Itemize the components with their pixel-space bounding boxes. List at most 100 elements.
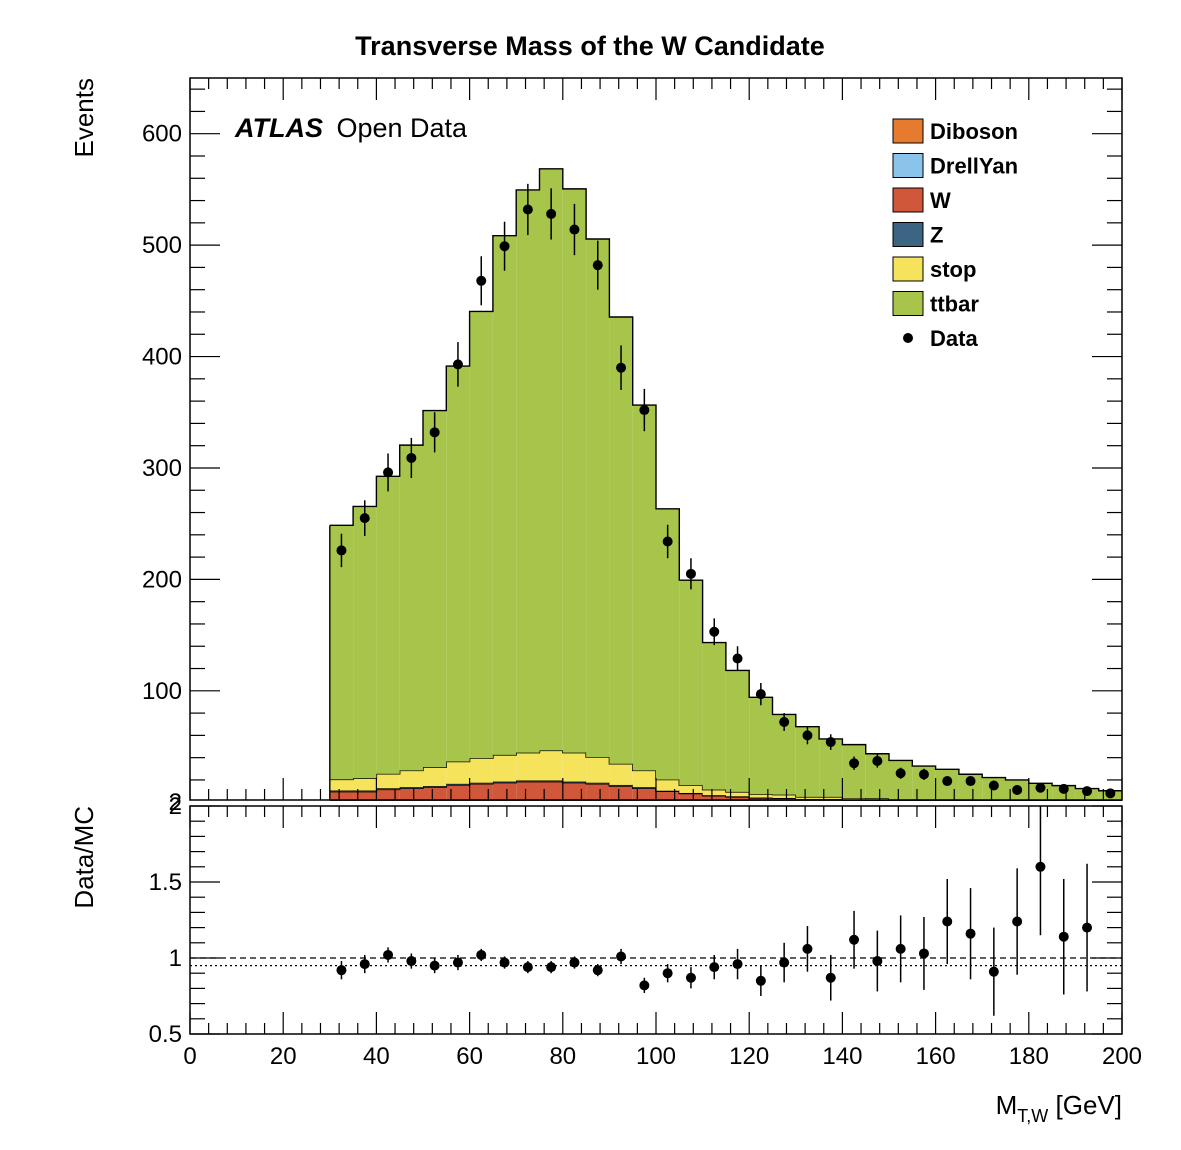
bar-w-19 — [772, 798, 796, 800]
data-point-32 — [1082, 786, 1093, 797]
x-tick-label-60: 60 — [456, 1043, 483, 1070]
ratio-point-19 — [779, 957, 790, 968]
x-tick-label-100: 100 — [636, 1043, 676, 1070]
ratio-point-4 — [429, 960, 440, 971]
legend-label-w: W — [930, 188, 951, 213]
ratio-point-28 — [988, 966, 999, 977]
x-axis-label: MT,W [GeV] — [996, 1090, 1122, 1126]
bar-ttbar-16 — [702, 642, 726, 790]
data-point-33 — [1105, 788, 1116, 799]
ratio-frame — [189, 805, 1123, 1035]
bar-ttbar-8 — [516, 189, 540, 753]
bar-w-0 — [329, 791, 354, 800]
bar-ttbar-10 — [562, 188, 587, 753]
data-point-22 — [849, 758, 860, 769]
bar-ttbar-25 — [912, 766, 936, 800]
bar-ttbar-5 — [446, 366, 470, 762]
bar-stop-9 — [539, 750, 563, 781]
svg-text:ATLAS Open Data: ATLAS Open Data — [234, 113, 468, 143]
bar-stop-12 — [609, 763, 633, 785]
x-tick-label-40: 40 — [363, 1043, 390, 1070]
ratio-point-7 — [499, 957, 510, 968]
main-axes: 100 200 300 400 500 600 2 — [142, 78, 1123, 816]
ratio-point-27 — [965, 928, 976, 939]
x-tick-label-120: 120 — [729, 1043, 769, 1070]
bar-w-17 — [725, 796, 750, 800]
bar-stop-16 — [702, 789, 726, 796]
legend-swatch-ttbar — [892, 291, 924, 316]
data-point-17 — [732, 653, 743, 664]
bar-ttbar-13 — [632, 405, 656, 771]
legend-swatch-diboson — [892, 118, 924, 144]
legend-label-ttbar: ttbar — [930, 292, 979, 317]
main-panel: 100 200 300 400 500 600 2 Events ATLAS Open Da… — [69, 77, 1123, 816]
bar-ttbar-23 — [865, 753, 889, 799]
ratio-point-13 — [639, 980, 650, 991]
data-point-28 — [988, 780, 999, 791]
data-point-14 — [662, 536, 673, 547]
y-tick-label-2: 2 — [169, 789, 182, 816]
x-axis-label-main: M — [996, 1090, 1018, 1120]
bar-w-11 — [586, 783, 610, 800]
legend-swatch-z — [892, 222, 924, 247]
data-point-3 — [406, 452, 417, 463]
ratio-point-6 — [476, 949, 487, 960]
bar-stop-14 — [656, 779, 680, 791]
stacked-histogram — [329, 168, 1122, 801]
bar-w-18 — [749, 798, 773, 800]
outline-ttbar — [329, 168, 1122, 792]
ratio-panel: 0.511.520 20 40 60 80 100 120 140 160 180 200 Data… — [69, 793, 1142, 1070]
bar-stop-19 — [772, 794, 796, 798]
data-point-20 — [802, 730, 813, 741]
x-tick-label-140: 140 — [822, 1043, 862, 1070]
data-point-7 — [499, 241, 510, 252]
bar-stop-6 — [469, 758, 493, 783]
atlas-label: ATLAS Open Data — [234, 113, 468, 143]
ratio-point-8 — [522, 962, 533, 973]
data-point-19 — [779, 717, 790, 728]
bar-w-15 — [679, 793, 703, 800]
bar-stop-21 — [819, 796, 843, 800]
data-point-25 — [918, 769, 929, 780]
bar-w-3 — [399, 788, 423, 800]
bar-ttbar-14 — [656, 508, 680, 780]
data-point-10 — [569, 224, 580, 235]
bar-stop-22 — [842, 798, 866, 800]
y-tick-label-300: 300 — [142, 455, 182, 482]
data-point-21 — [825, 737, 836, 748]
bar-ttbar-12 — [609, 316, 633, 764]
data-point-26 — [942, 776, 953, 787]
bar-stop-15 — [679, 785, 703, 793]
bar-ttbar-2 — [376, 476, 400, 774]
x-tick-label-80: 80 — [549, 1043, 576, 1070]
legend-label-diboson: Diboson — [930, 119, 1018, 144]
ratio-y-tick-label-3: 2 — [169, 793, 182, 820]
ratio-y-tick-label-1: 1 — [169, 945, 182, 972]
legend-swatch-drellyan — [892, 153, 924, 178]
x-tick-label-200: 200 — [1102, 1043, 1142, 1070]
bar-stop-1 — [353, 778, 377, 791]
bar-ttbar-19 — [772, 714, 796, 795]
ratio-point-9 — [546, 962, 557, 973]
bar-ttbar-0 — [329, 525, 354, 780]
bar-stop-20 — [795, 796, 820, 800]
bar-w-4 — [423, 787, 447, 800]
data-point-15 — [685, 568, 696, 579]
ratio-point-18 — [755, 975, 766, 986]
legend-label-stop: stop — [930, 257, 976, 282]
data-point-5 — [452, 359, 463, 370]
ratio-y-axis-label: Data/MC — [69, 806, 99, 909]
ratio-point-5 — [452, 957, 463, 968]
bar-w-9 — [539, 781, 563, 800]
bar-ttbar-3 — [399, 445, 423, 771]
bar-ttbar-27 — [958, 774, 983, 800]
ratio-point-1 — [359, 959, 370, 970]
ratio-point-32 — [1082, 922, 1093, 933]
bar-stop-5 — [446, 761, 470, 784]
data-point-29 — [1012, 784, 1023, 795]
data-point-16 — [709, 626, 720, 637]
ratio-point-11 — [592, 965, 603, 976]
data-point-23 — [872, 756, 883, 767]
ratio-point-2 — [383, 949, 394, 960]
ratio-y-tick-label-0: 0.5 — [149, 1021, 182, 1048]
